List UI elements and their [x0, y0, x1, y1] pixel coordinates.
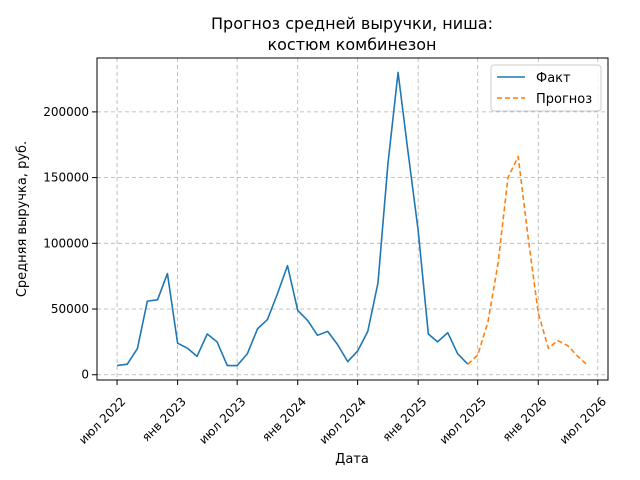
x-tick-label: янв 2025 — [380, 394, 430, 444]
legend-label-fact: Факт — [536, 71, 571, 86]
x-axis-label: Дата — [335, 452, 369, 467]
plot-frame — [96, 57, 609, 381]
y-tick-label: 100000 — [43, 236, 89, 250]
y-axis-ticks: 0 50000 100000 150000 200000 — [43, 105, 97, 382]
y-tick-label: 0 — [81, 368, 89, 382]
series-line-fact — [116, 71, 469, 367]
y-axis-label: Средняя выручка, руб. — [15, 141, 30, 297]
x-tick-label: янв 2026 — [500, 394, 550, 444]
series-line-forecast — [467, 155, 589, 367]
y-tick-label: 50000 — [51, 302, 89, 316]
x-tick-label: янв 2024 — [259, 394, 309, 444]
y-tick-label: 200000 — [43, 105, 89, 119]
legend: Факт Прогноз — [490, 64, 602, 112]
x-tick-label: июл 2025 — [437, 394, 489, 446]
chart-title-line-1: Прогноз средней выручки, ниша: — [211, 14, 493, 33]
legend-label-forecast: Прогноз — [536, 92, 592, 107]
y-tick-label: 150000 — [43, 171, 89, 185]
chart-title-line-2: костюм комбинезон — [267, 35, 436, 54]
series-layer — [116, 71, 589, 367]
grid — [97, 58, 608, 380]
x-tick-label: янв 2023 — [139, 394, 189, 444]
x-tick-label: июл 2023 — [196, 394, 248, 446]
x-tick-label: июл 2022 — [76, 394, 128, 446]
x-tick-label: июл 2024 — [317, 394, 369, 446]
x-tick-label: июл 2026 — [557, 394, 609, 446]
x-axis-ticks: июл 2022 янв 2023 июл 2023 янв 2024 июл 2024… — [76, 380, 609, 447]
